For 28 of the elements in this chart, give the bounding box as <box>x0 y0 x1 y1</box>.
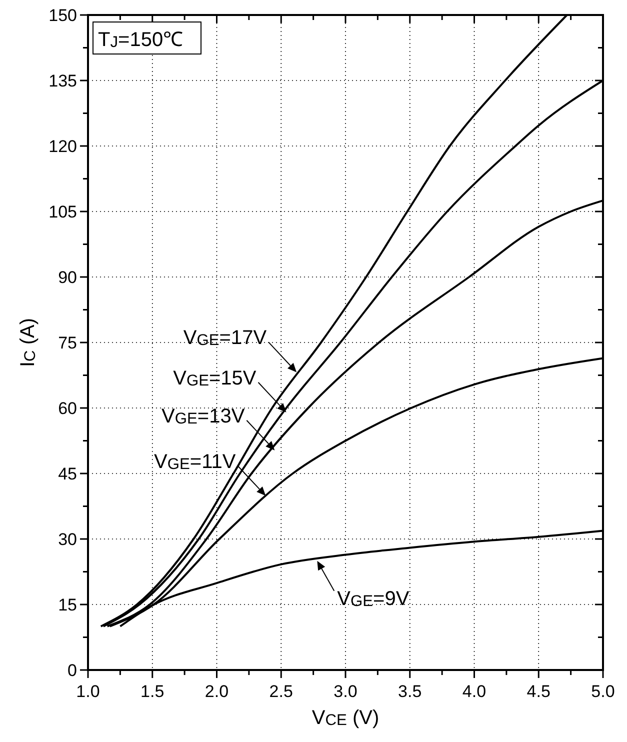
x-tick-label: 2.0 <box>204 682 229 701</box>
y-tick-label: 60 <box>58 399 77 418</box>
y-tick-label: 15 <box>58 596 77 614</box>
y-tick-label: 135 <box>48 72 77 90</box>
x-tick-label: 5.0 <box>591 682 615 701</box>
annotation: VGE=13V <box>162 405 246 428</box>
y-tick-label: 120 <box>48 137 77 156</box>
annotation: VGE=11V <box>154 450 236 473</box>
y-axis-title: IC (A) <box>17 318 39 368</box>
annotation: VGE=17V <box>183 327 268 350</box>
annotation: TJ=150℃ <box>98 29 184 51</box>
y-tick-label: 0 <box>68 661 77 680</box>
y-tick-label: 150 <box>48 6 77 25</box>
x-tick-label: 4.5 <box>526 682 550 701</box>
annotation: VGE=15V <box>173 367 257 390</box>
x-tick-label: 2.5 <box>269 682 293 701</box>
x-tick-label: 3.5 <box>398 682 422 701</box>
y-tick-label: 105 <box>48 202 77 222</box>
y-tick-label: 75 <box>58 334 77 352</box>
y-tick-label: 90 <box>58 268 77 287</box>
x-tick-label: 1.5 <box>140 682 164 701</box>
y-tick-label: 30 <box>58 530 77 549</box>
x-tick-label: 4.0 <box>462 682 486 701</box>
x-tick-label: 1.0 <box>76 682 100 701</box>
y-tick-label: 45 <box>58 464 77 484</box>
x-tick-label: 3.0 <box>334 682 358 701</box>
x-axis-title: VCE (V) <box>312 707 380 729</box>
annotation: VGE=9V <box>337 588 410 610</box>
